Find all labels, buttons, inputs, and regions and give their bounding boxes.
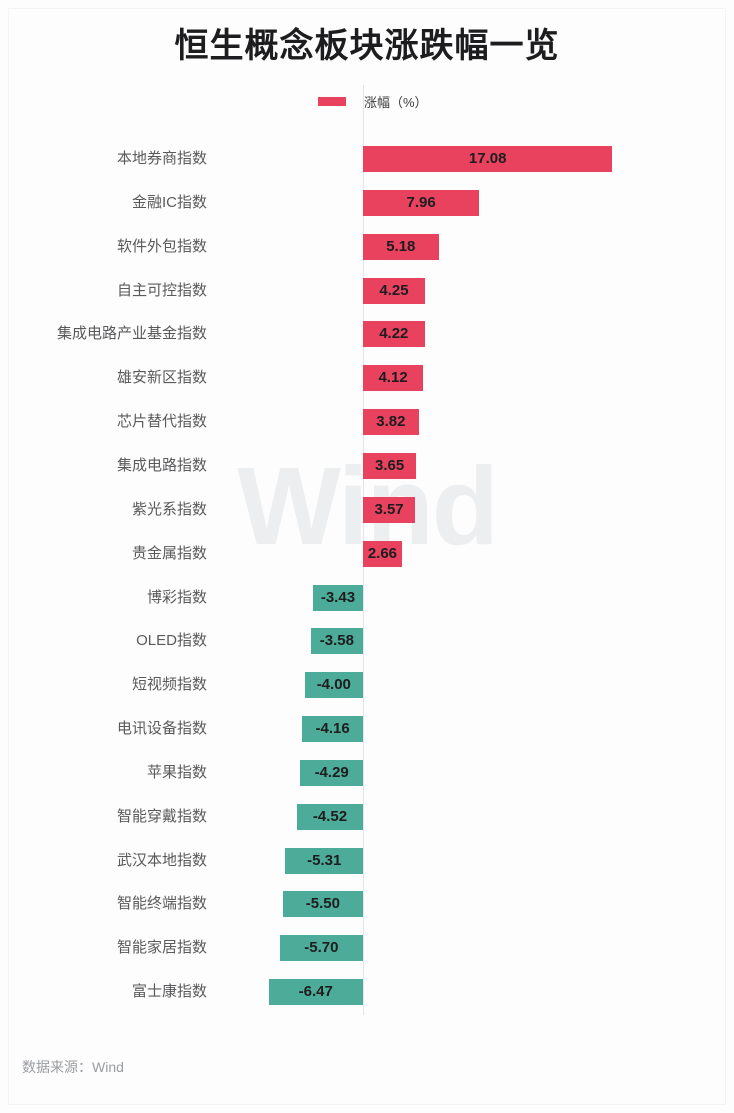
category-label: 苹果指数	[146, 763, 207, 781]
bar-row: 智能终端指数 -5.50	[0, 891, 734, 918]
category-label: 富士康指数	[131, 983, 207, 1001]
bar-row: 雄安新区指数 4.12	[0, 365, 734, 392]
bar-positive[interactable]	[363, 409, 419, 436]
bar-negative[interactable]	[297, 803, 363, 830]
bar-row: 集成电路产业基金指数 4.22	[0, 321, 734, 348]
bar-positive[interactable]	[363, 496, 416, 523]
category-label: 紫光系指数	[131, 500, 207, 518]
bar-value-label: -3.58	[319, 632, 354, 650]
bar-row: 贵金属指数 2.66	[0, 540, 734, 567]
category-label: 智能家居指数	[116, 939, 207, 957]
bar-value-label: 3.57	[374, 500, 404, 518]
source-note: 数据来源：Wind	[22, 1059, 124, 1075]
bar-value-label: 4.22	[379, 325, 409, 343]
bar-positive[interactable]	[363, 321, 425, 348]
bar-negative[interactable]	[302, 716, 363, 743]
bar-negative[interactable]	[304, 672, 363, 699]
bar-value-label: -3.43	[320, 588, 356, 606]
chart-legend: 涨幅（%）	[318, 92, 428, 111]
category-label: 本地券商指数	[116, 150, 207, 167]
bar-row: 苹果指数 -4.29	[0, 759, 734, 786]
bar-negative[interactable]	[300, 759, 363, 786]
bar-row: 集成电路指数 3.65	[0, 452, 734, 479]
bar-negative[interactable]	[279, 935, 363, 962]
bar-value-label: 3.65	[375, 456, 405, 474]
bar-value-label: -6.47	[298, 983, 333, 1001]
bar-value-label: -5.31	[307, 851, 342, 869]
bar-row: 软件外包指数 5.18	[0, 233, 734, 260]
bar-negative[interactable]	[282, 891, 363, 918]
bar-positive[interactable]	[363, 233, 439, 260]
bar-row: 智能穿戴指数 -4.52	[0, 803, 734, 830]
bar-row: 博彩指数 -3.43	[0, 584, 734, 611]
bar-negative[interactable]	[285, 847, 363, 874]
bar-positive[interactable]	[363, 365, 424, 392]
bar-positive[interactable]	[363, 189, 480, 216]
category-label: 软件外包指数	[116, 237, 207, 255]
page-title: 恒生概念板块涨跌幅一览	[174, 27, 560, 65]
bar-row: OLED指数 -3.58	[0, 628, 734, 655]
bar-value-label: 4.12	[378, 369, 408, 387]
category-label: 武汉本地指数	[116, 851, 207, 869]
category-label: 集成电路产业基金指数	[56, 325, 207, 343]
bar-positive[interactable]	[363, 146, 613, 172]
bar-row: 富士康指数 -6.47	[0, 979, 734, 1006]
category-label: 集成电路指数	[116, 456, 207, 474]
bar-value-label: 3.82	[376, 413, 406, 431]
bar-negative[interactable]	[268, 979, 363, 1006]
bar-value-label: 17.08	[468, 150, 507, 167]
category-label: 金融IC指数	[131, 193, 207, 211]
bar-value-label: -4.00	[316, 676, 351, 694]
bar-negative[interactable]	[312, 584, 363, 611]
bar-row: 紫光系指数 3.57	[0, 496, 734, 523]
bar-value-label: -4.16	[315, 720, 350, 738]
bar-value-label: -4.52	[312, 807, 348, 825]
category-label: 雄安新区指数	[116, 369, 207, 387]
category-label: 自主可控指数	[116, 281, 207, 299]
category-label: 博彩指数	[146, 588, 207, 606]
bar-row: 本地券商指数 17.08	[0, 146, 734, 172]
bar-row: 电讯设备指数 -4.16	[0, 716, 734, 743]
bar-value-label: 2.66	[367, 544, 398, 562]
bar-row: 自主可控指数 4.25	[0, 277, 734, 304]
category-label: 贵金属指数	[131, 544, 207, 562]
bar-value-label: 7.96	[406, 193, 436, 211]
category-label: 智能终端指数	[116, 895, 207, 913]
bar-positive[interactable]	[363, 540, 402, 567]
category-label: 芯片替代指数	[116, 413, 207, 431]
bar-row: 智能家居指数 -5.70	[0, 935, 734, 962]
bar-value-label: -4.29	[314, 763, 349, 781]
category-label: 电讯设备指数	[116, 720, 207, 738]
bar-positive[interactable]	[363, 277, 426, 304]
bar-row: 金融IC指数 7.96	[0, 189, 734, 216]
bar-row: 武汉本地指数 -5.31	[0, 847, 734, 874]
bar-value-label: -5.50	[305, 895, 340, 913]
bar-value-label: -5.70	[304, 939, 339, 957]
bar-row: 短视频指数 -4.00	[0, 672, 734, 699]
bar-value-label: 4.25	[379, 281, 409, 299]
legend-swatch-zhangfu	[318, 97, 346, 106]
bar-positive[interactable]	[363, 452, 417, 479]
category-label: OLED指数	[136, 632, 207, 650]
category-label: 智能穿戴指数	[116, 807, 207, 825]
bar-row: 芯片替代指数 3.82	[0, 409, 734, 436]
legend-label-zhangfu: 涨幅（%）	[364, 95, 428, 110]
category-label: 短视频指数	[131, 676, 207, 694]
bar-value-label: 5.18	[386, 237, 416, 255]
bar-negative[interactable]	[310, 628, 363, 655]
